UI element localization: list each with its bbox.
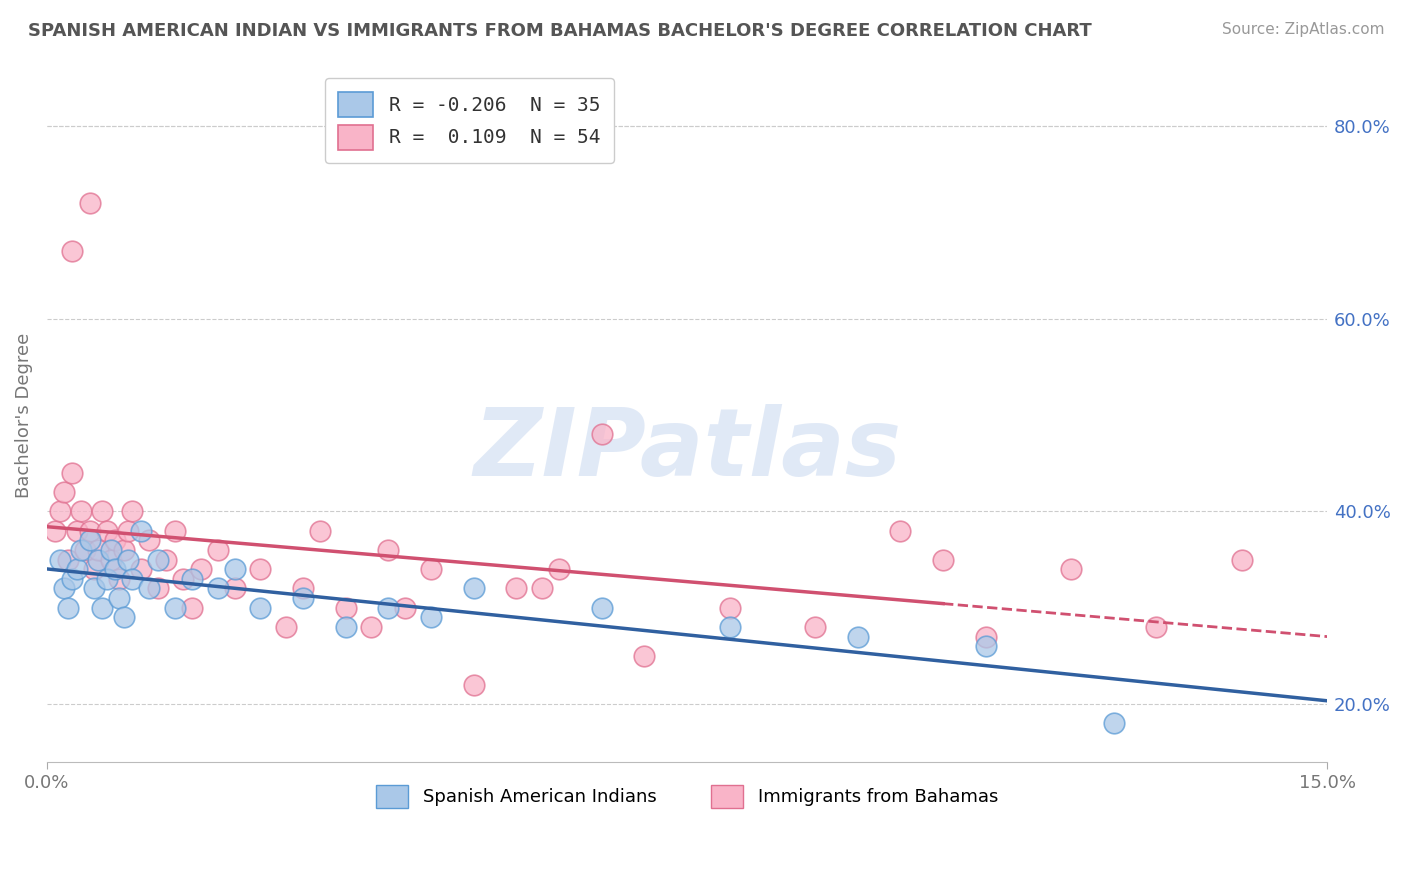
Point [1146,620,1168,634]
Point [66,524,89,538]
Point [224,562,246,576]
Y-axis label: Bachelor's Degree: Bachelor's Degree [15,333,32,498]
Point [274,620,297,634]
Point [52,485,75,500]
Point [83,562,105,576]
Point [224,582,246,596]
Point [138,582,160,596]
Point [889,524,911,538]
Point [163,600,186,615]
Point [62,244,84,259]
Point [207,582,229,596]
Point [190,562,212,576]
Point [146,552,169,566]
Point [104,562,127,576]
Point [932,552,955,566]
Point [633,648,655,663]
Point [79,524,101,538]
Point [420,610,443,624]
Point [112,543,135,558]
Point [96,524,118,538]
Point [112,610,135,624]
Point [718,620,741,634]
Point [463,678,485,692]
Text: ZIPatlas: ZIPatlas [472,404,901,496]
Point [804,620,827,634]
Point [505,582,527,596]
Point [163,524,186,538]
Point [335,600,357,615]
Point [108,591,131,606]
Point [974,630,997,644]
Point [79,196,101,211]
Point [172,572,194,586]
Point [104,533,127,548]
Point [309,524,332,538]
Point [70,504,93,518]
Point [96,572,118,586]
Point [591,600,613,615]
Point [974,639,997,653]
Point [291,591,314,606]
Text: Source: ZipAtlas.com: Source: ZipAtlas.com [1222,22,1385,37]
Point [335,620,357,634]
Point [91,600,114,615]
Point [718,600,741,615]
Point [591,427,613,442]
Point [146,582,169,596]
Point [129,562,152,576]
Point [1102,716,1125,731]
Point [48,552,70,566]
Point [52,582,75,596]
Point [58,552,80,566]
Point [846,630,869,644]
Point [121,504,143,518]
Point [138,533,160,548]
Point [155,552,177,566]
Point [129,524,152,538]
Point [48,504,70,518]
Point [377,600,399,615]
Point [100,543,122,558]
Point [207,543,229,558]
Point [121,572,143,586]
Point [1230,552,1253,566]
Point [420,562,443,576]
Point [83,582,105,596]
Point [75,543,97,558]
Point [44,524,66,538]
Point [291,582,314,596]
Point [87,552,110,566]
Point [91,504,114,518]
Legend: Spanish American Indians, Immigrants from Bahamas: Spanish American Indians, Immigrants fro… [368,778,1005,815]
Point [100,552,122,566]
Point [58,600,80,615]
Point [377,543,399,558]
Text: SPANISH AMERICAN INDIAN VS IMMIGRANTS FROM BAHAMAS BACHELOR'S DEGREE CORRELATION: SPANISH AMERICAN INDIAN VS IMMIGRANTS FR… [28,22,1092,40]
Point [394,600,416,615]
Point [79,533,101,548]
Point [249,562,271,576]
Point [181,600,204,615]
Point [530,582,553,596]
Point [70,543,93,558]
Point [1060,562,1083,576]
Point [463,582,485,596]
Point [62,466,84,480]
Point [66,562,89,576]
Point [117,524,139,538]
Point [62,572,84,586]
Point [548,562,571,576]
Point [249,600,271,615]
Point [181,572,204,586]
Point [117,552,139,566]
Point [360,620,382,634]
Point [87,543,110,558]
Point [108,572,131,586]
